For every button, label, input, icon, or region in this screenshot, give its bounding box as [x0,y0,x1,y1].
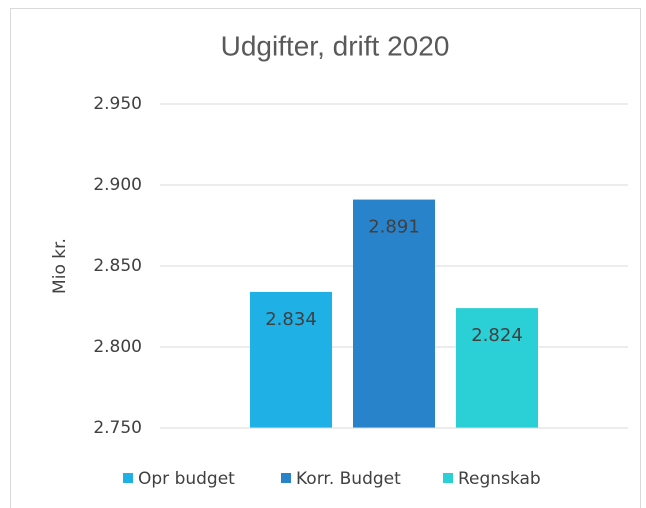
y-tick-label: 2.800 [93,337,142,357]
data-label: 2.824 [471,325,523,346]
data-label: 2.834 [265,309,317,330]
y-tick-label: 2.950 [93,94,142,114]
y-tick-label: 2.900 [93,175,142,195]
legend-label: Korr. Budget [296,469,401,489]
legend-swatch [281,473,291,483]
data-label: 2.891 [368,217,420,238]
y-tick-label: 2.750 [93,418,142,438]
bar [353,199,435,428]
bar [250,291,332,428]
legend-label: Opr budget [138,469,235,489]
y-axis-label: Mio kr. [50,238,70,294]
legend-swatch [123,473,133,483]
bar [456,308,538,428]
legend-label: Regnskab [458,469,541,489]
y-tick-label: 2.850 [93,256,142,276]
chart-title: Udgifter, drift 2020 [221,30,450,61]
legend-swatch [443,473,453,483]
